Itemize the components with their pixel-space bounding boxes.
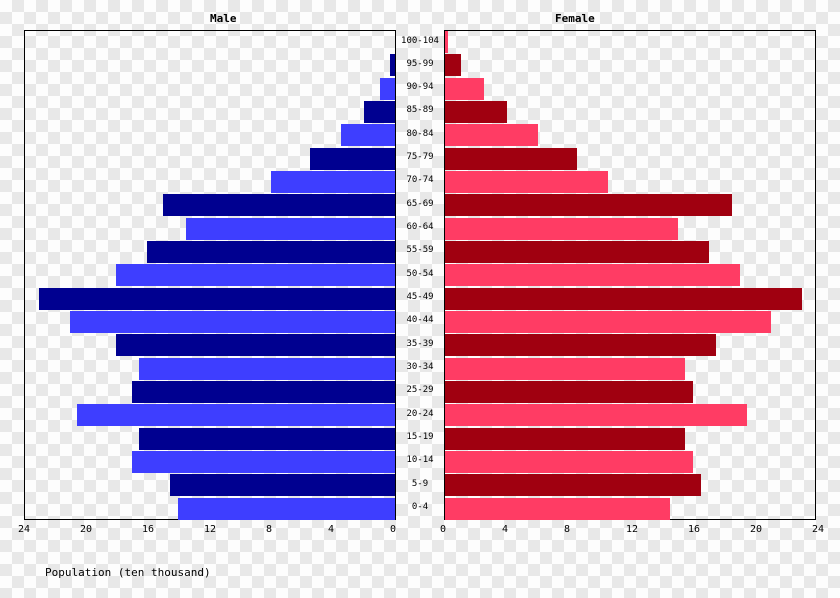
age-label: 70-74 (396, 176, 444, 185)
male-bar (116, 264, 395, 286)
male-bar (390, 54, 395, 76)
female-panel (444, 30, 816, 520)
female-bar (445, 124, 538, 146)
xtick-male: 24 (18, 524, 30, 535)
male-bar (139, 428, 395, 450)
female-bar (445, 311, 771, 333)
age-label: 95-99 (396, 60, 444, 69)
age-label: 20-24 (396, 410, 444, 419)
age-label: 15-19 (396, 433, 444, 442)
female-bar (445, 218, 678, 240)
male-bar (310, 148, 395, 170)
male-panel (24, 30, 396, 520)
age-label: 30-34 (396, 363, 444, 372)
male-bar (39, 288, 396, 310)
female-bar (445, 334, 716, 356)
male-bar (163, 194, 396, 216)
male-bar (271, 171, 395, 193)
age-label: 60-64 (396, 223, 444, 232)
age-label: 65-69 (396, 200, 444, 209)
male-bar (364, 101, 395, 123)
xtick-female: 4 (502, 524, 508, 535)
age-label: 80-84 (396, 130, 444, 139)
female-bar (445, 148, 577, 170)
age-label: 10-14 (396, 456, 444, 465)
male-bar (132, 451, 396, 473)
female-bar (445, 358, 685, 380)
age-label: 0-4 (396, 503, 444, 512)
chart-canvas: Male Female 100-104 95-99 90-94 85-89 80-84 7… (0, 0, 840, 598)
xtick-female: 20 (750, 524, 762, 535)
female-bar (445, 78, 484, 100)
age-label: 35-39 (396, 340, 444, 349)
age-label: 90-94 (396, 83, 444, 92)
male-title: Male (210, 12, 237, 25)
male-bar (186, 218, 395, 240)
x-axis: 0044881212161620202424 (24, 524, 816, 544)
female-bar (445, 451, 693, 473)
female-bar (445, 171, 608, 193)
xtick-male: 12 (204, 524, 216, 535)
age-label: 45-49 (396, 293, 444, 302)
xtick-male: 8 (266, 524, 272, 535)
xtick-female: 16 (688, 524, 700, 535)
female-bar (445, 264, 740, 286)
female-bar (445, 101, 507, 123)
xtick-male: 16 (142, 524, 154, 535)
male-bar (170, 474, 395, 496)
age-label: 25-29 (396, 386, 444, 395)
female-bar (445, 474, 701, 496)
age-label: 75-79 (396, 153, 444, 162)
age-label: 55-59 (396, 246, 444, 255)
female-bar (445, 381, 693, 403)
age-label: 100-104 (396, 37, 444, 46)
female-title: Female (555, 12, 595, 25)
age-label: 5-9 (396, 480, 444, 489)
xtick-female: 0 (440, 524, 446, 535)
plot-area: 100-104 95-99 90-94 85-89 80-84 75-79 70-74 65-… (24, 30, 816, 520)
male-bar (70, 311, 396, 333)
female-bar (445, 241, 709, 263)
age-label-column: 100-104 95-99 90-94 85-89 80-84 75-79 70-74 65-… (396, 30, 444, 520)
male-bar (147, 241, 395, 263)
caption: Population (ten thousand) (45, 566, 211, 579)
female-bar (445, 404, 747, 426)
xtick-female: 8 (564, 524, 570, 535)
age-label: 85-89 (396, 106, 444, 115)
xtick-male: 20 (80, 524, 92, 535)
male-bar (132, 381, 396, 403)
female-bar (445, 428, 685, 450)
male-bar (116, 334, 395, 356)
male-bar (178, 498, 395, 520)
xtick-male: 4 (328, 524, 334, 535)
male-bar (77, 404, 395, 426)
male-bar (380, 78, 396, 100)
xtick-male: 0 (390, 524, 396, 535)
xtick-female: 24 (812, 524, 824, 535)
female-bar (445, 194, 732, 216)
age-label: 40-44 (396, 316, 444, 325)
male-bar (139, 358, 395, 380)
female-bar (445, 288, 802, 310)
female-bar (445, 31, 448, 53)
female-bar (445, 54, 461, 76)
female-bar (445, 498, 670, 520)
xtick-female: 12 (626, 524, 638, 535)
age-label: 50-54 (396, 270, 444, 279)
male-bar (341, 124, 395, 146)
